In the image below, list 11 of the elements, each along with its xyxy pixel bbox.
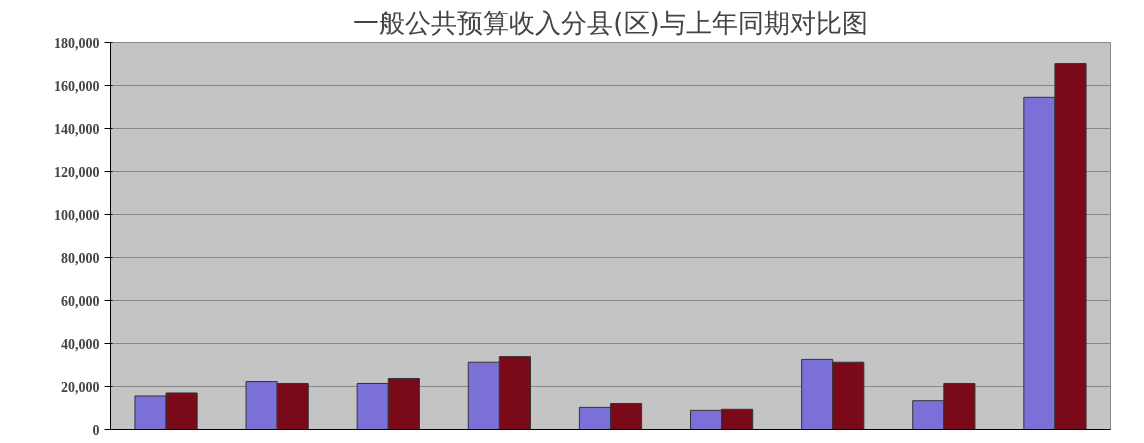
y-tick-label: 0: [92, 422, 100, 438]
y-tick-label: 80,000: [61, 250, 100, 266]
y-tick-label: 20,000: [61, 379, 100, 395]
y-tick-label: 40,000: [61, 336, 100, 352]
y-tick-label: 100,000: [54, 207, 100, 223]
chart-title: 一般公共预算收入分县(区)与上年同期对比图: [353, 7, 868, 38]
y-tick-label: 160,000: [54, 78, 100, 94]
y-tick-label: 120,000: [54, 164, 100, 180]
y-tick-label: 140,000: [54, 121, 100, 137]
y-tick-label: 60,000: [61, 293, 100, 309]
y-tick-label: 180,000: [54, 35, 100, 51]
